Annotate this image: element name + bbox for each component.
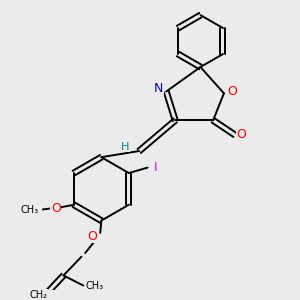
Text: I: I xyxy=(154,161,157,174)
Text: CH₃: CH₃ xyxy=(86,280,104,290)
Text: N: N xyxy=(154,82,163,95)
Text: CH₂: CH₂ xyxy=(29,290,47,299)
Text: H: H xyxy=(121,142,130,152)
Text: O: O xyxy=(236,128,246,141)
Text: O: O xyxy=(87,230,97,243)
Text: O: O xyxy=(51,202,61,215)
Text: CH₃: CH₃ xyxy=(20,205,38,215)
Text: O: O xyxy=(227,85,237,98)
